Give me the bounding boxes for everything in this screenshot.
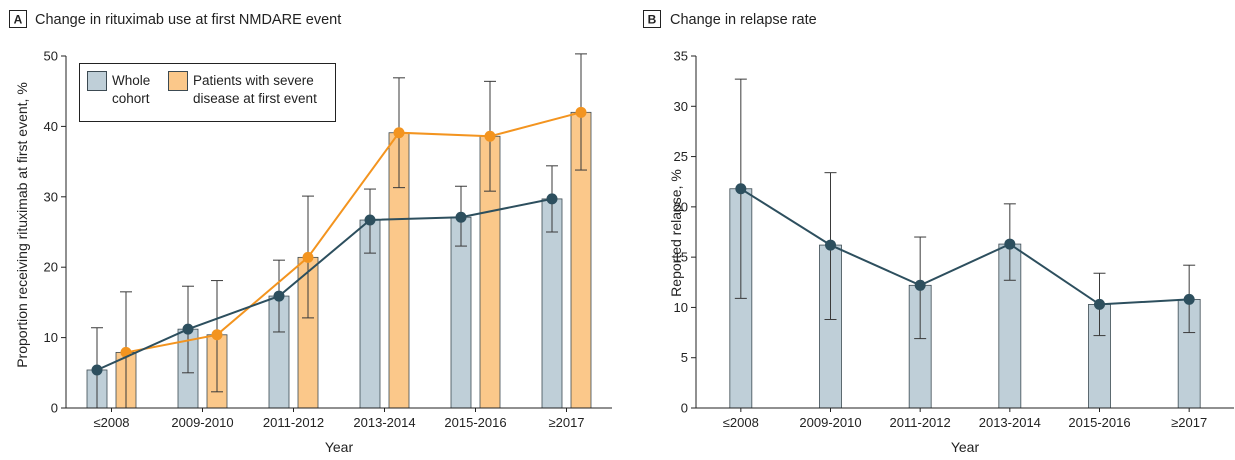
point-severe [575, 106, 587, 118]
point-severe [393, 127, 405, 139]
legend-label-severe-line1: Patients with severe [193, 73, 314, 88]
point-whole-cohort [273, 290, 285, 302]
panel-a-legend: Whole cohort Patients with severe diseas… [79, 63, 336, 122]
x-tick-label: 2013-2014 [353, 415, 415, 430]
panel-b-y-axis-title: Reported relapse, % [668, 169, 684, 297]
x-tick-label: ≤2008 [723, 415, 759, 430]
x-tick-label: 2009-2010 [799, 415, 861, 430]
series-line-whole-cohort [740, 187, 1190, 306]
y-tick-label: 40 [44, 119, 58, 134]
x-tick-label: ≥2017 [1171, 415, 1207, 430]
point-severe [302, 251, 314, 263]
panel-b-letter-box [643, 10, 661, 28]
y-tick-label: 30 [674, 99, 688, 114]
y-tick-label: 20 [674, 199, 688, 214]
y-tick-label: 20 [44, 260, 58, 275]
point-whole-cohort [364, 214, 376, 226]
panel-a-header: A Change in rituximab use at first NMDAR… [9, 10, 341, 28]
panel-a-x-axis-title: Year [325, 439, 354, 455]
point-whole-cohort [1094, 298, 1105, 310]
y-tick-label: 25 [674, 149, 688, 164]
x-tick-label: ≥2017 [548, 415, 584, 430]
x-tick-label: 2015-2016 [1068, 415, 1130, 430]
legend-label-severe-line2: disease at first event [193, 91, 317, 106]
legend-label-whole-cohort-line1: Whole [112, 73, 150, 88]
legend-swatch-severe [168, 71, 188, 91]
y-tick-label: 0 [681, 401, 688, 416]
y-tick-label: 10 [674, 300, 688, 315]
x-tick-label: 2011-2012 [263, 415, 324, 430]
panel-b-x-axis-title: Year [951, 439, 980, 455]
point-whole-cohort [182, 323, 194, 335]
y-tick-label: 30 [44, 189, 58, 204]
x-tick-label: ≤2008 [93, 415, 129, 430]
x-tick-label: 2015-2016 [444, 415, 506, 430]
point-whole-cohort [546, 193, 558, 205]
legend-box [79, 63, 336, 122]
series-line-severe [125, 111, 582, 354]
point-severe [484, 130, 496, 142]
y-tick-label: 35 [674, 49, 688, 64]
x-tick-label: 2011-2012 [890, 415, 951, 430]
panel-b-title: Change in relapse rate [670, 12, 817, 28]
y-tick-label: 0 [51, 401, 58, 416]
series-line-whole-cohort [96, 197, 553, 371]
x-tick-label: 2009-2010 [171, 415, 233, 430]
y-tick-label: 15 [674, 250, 688, 265]
panel-a-letter-box [9, 10, 27, 28]
panel-a-letter: A [14, 13, 23, 27]
x-tick-label: 2013-2014 [979, 415, 1041, 430]
point-whole-cohort [914, 279, 926, 291]
y-tick-label: 5 [681, 350, 688, 365]
panel-b-plot: 0 5 10 15 20 25 30 35 ≤2008 2009-2010 2011-2012 201… [674, 49, 1234, 430]
point-whole-cohort [1004, 238, 1016, 250]
panel-b-header: B Change in relapse rate [643, 10, 817, 28]
panel-a-y-axis-title: Proportion receiving rituximab at first … [14, 82, 30, 368]
panel-b-letter: B [648, 13, 657, 27]
y-tick-label: 10 [44, 330, 58, 345]
point-whole-cohort [91, 364, 103, 376]
legend-swatch-whole-cohort [87, 71, 107, 91]
point-whole-cohort [455, 211, 467, 223]
y-tick-label: 50 [44, 49, 58, 64]
point-whole-cohort [825, 239, 836, 251]
legend-label-whole-cohort-line2: cohort [112, 91, 150, 106]
point-severe [211, 329, 223, 341]
panel-a-title: Change in rituximab use at first NMDARE … [35, 12, 341, 28]
panel-a-plot: 0 10 20 30 40 50 ≤2008 2009-2010 2011-2012 2013-2… [44, 49, 612, 430]
point-whole-cohort [1183, 293, 1195, 305]
point-whole-cohort [735, 183, 747, 195]
